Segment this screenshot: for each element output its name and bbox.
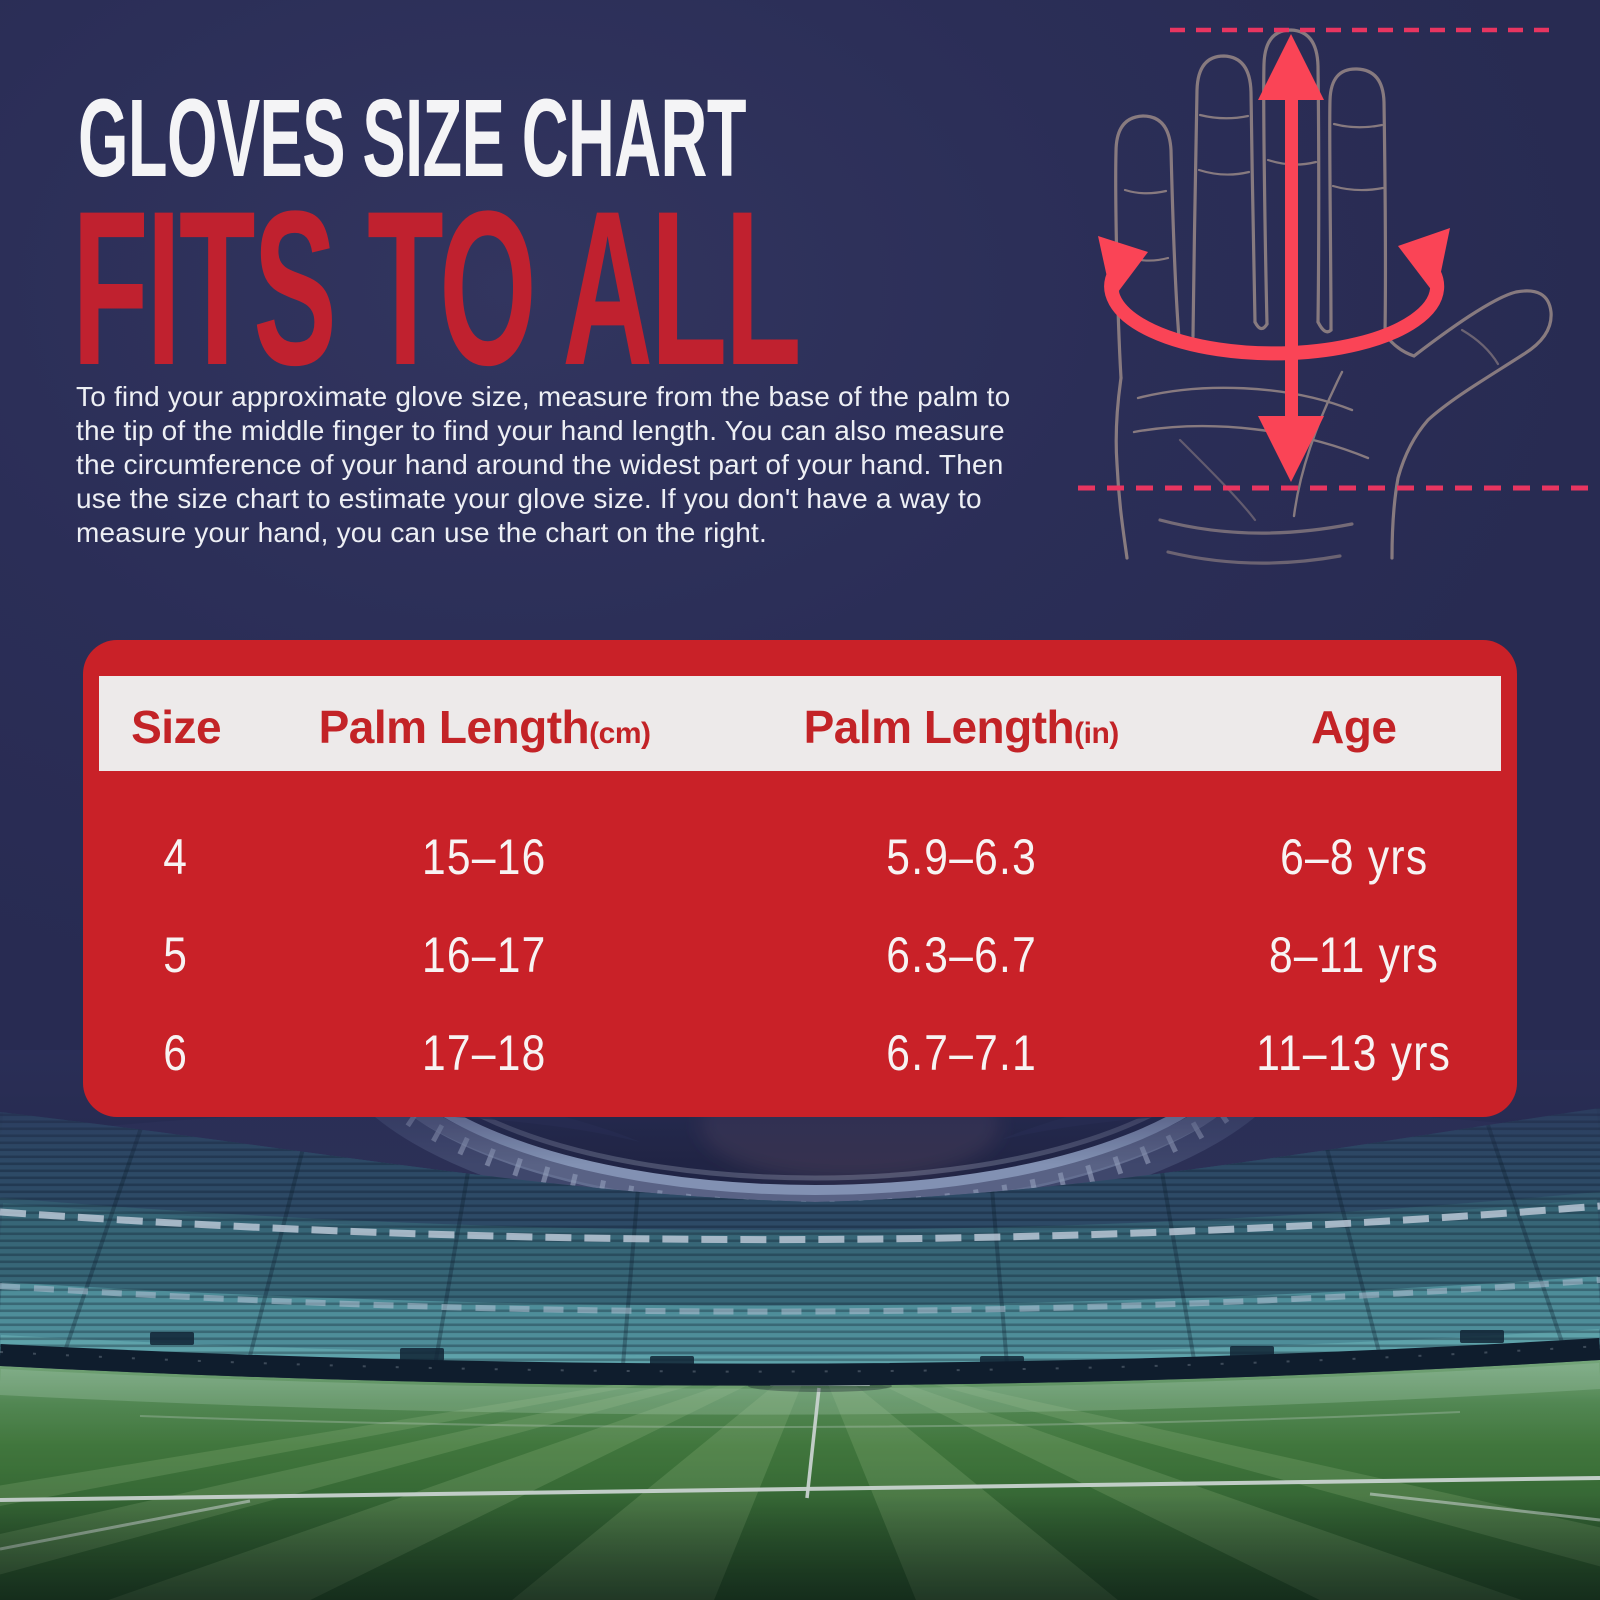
table-row: 6 17–18 6.7–7.1 11–13 yrs [99,1004,1501,1102]
column-header-size: Size [131,701,222,753]
table-row: 4 15–16 5.9–6.3 6–8 yrs [99,808,1501,906]
cell-size: 6 [163,1025,189,1081]
stadium-background-image [0,1050,1600,1600]
cell-age: 6–8 yrs [1279,829,1428,885]
cell-palm-cm: 15–16 [422,829,547,885]
palm-circumference-arrow-icon [1098,228,1450,361]
hand-outline [1114,28,1553,565]
column-header-palm-length-cm: Palm Length (cm) [318,701,651,753]
cell-palm-in: 6.7–7.1 [885,1025,1037,1081]
cell-palm-cm: 17–18 [422,1025,547,1081]
page-subtitle: FITS TO ALL [72,165,802,411]
hand-length-arrow-icon [1258,34,1324,482]
cell-size: 5 [163,927,189,983]
hand-measurement-diagram [1078,27,1596,565]
cell-size: 4 [163,829,189,885]
cell-palm-in: 5.9–6.3 [885,829,1037,885]
table-row: 5 16–17 6.3–6.7 8–11 yrs [99,906,1501,1004]
column-header-age: Age [1311,701,1397,753]
measure-instructions-text: To find your approximate glove size, mea… [76,381,1011,548]
cell-palm-cm: 16–17 [422,927,547,983]
size-chart-panel: Size Palm Length (cm) Palm Length (in) Age… [83,640,1517,1117]
cell-age: 8–11 yrs [1268,927,1439,983]
column-header-palm-length-in: Palm Length (in) [803,701,1120,753]
size-chart-header: Size Palm Length (cm) Palm Length (in) Age [99,676,1501,771]
page-title: GLOVES SIZE CHART [78,77,746,200]
size-chart-rows: 4 15–16 5.9–6.3 6–8 yrs 5 16–17 6.3–6.7 … [99,808,1501,1102]
cell-palm-in: 6.3–6.7 [885,927,1037,983]
cell-age: 11–13 yrs [1256,1025,1452,1081]
